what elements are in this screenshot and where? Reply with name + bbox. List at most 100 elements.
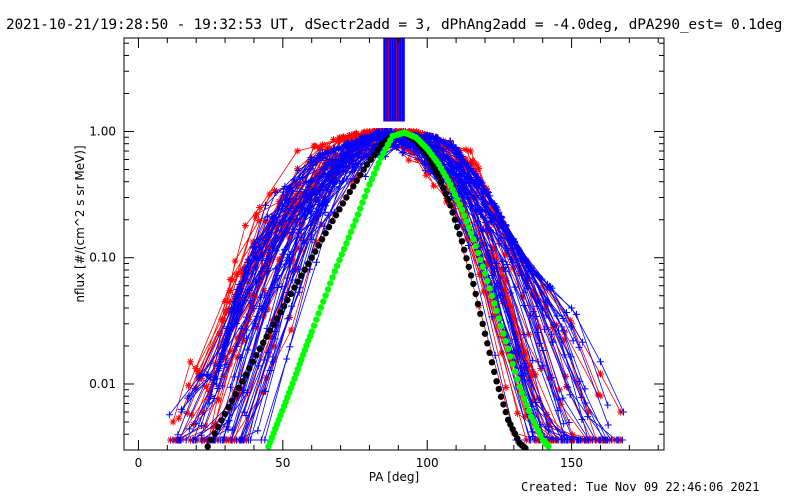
asterisk-marker <box>293 244 301 252</box>
asterisk-marker <box>476 270 484 278</box>
plus-marker <box>569 337 577 345</box>
spectrum-trace <box>223 131 619 441</box>
plus-marker <box>468 175 476 183</box>
fit-dot <box>359 199 366 206</box>
asterisk-marker <box>507 302 515 310</box>
asterisk-marker <box>226 298 234 306</box>
fit-dot <box>368 176 375 183</box>
fit-dot <box>495 385 502 393</box>
fit-dot <box>449 186 456 193</box>
plus-marker <box>361 173 369 181</box>
plus-marker <box>328 162 336 170</box>
asterisk-marker <box>422 171 430 179</box>
plus-marker <box>261 436 269 444</box>
fit-dot <box>343 240 350 247</box>
asterisk-marker <box>562 372 570 380</box>
fit-dot <box>329 274 336 281</box>
plus-marker <box>264 213 272 221</box>
asterisk-marker <box>283 202 291 210</box>
plus-marker <box>518 371 526 379</box>
asterisk-marker <box>511 316 519 324</box>
fit-dot <box>280 303 288 310</box>
fit-dot <box>479 263 486 270</box>
asterisk-marker <box>467 160 475 168</box>
fit-dot <box>456 201 463 208</box>
fit-dot <box>467 272 475 279</box>
plus-marker <box>272 328 280 336</box>
x-axis-label: PA [deg] <box>369 470 419 484</box>
plot-frame <box>123 37 665 451</box>
fit-dot <box>332 212 340 219</box>
asterisk-marker <box>456 146 464 154</box>
plus-marker <box>206 392 214 400</box>
asterisk-marker <box>253 210 261 218</box>
asterisk-marker <box>553 321 561 329</box>
asterisk-marker <box>316 144 324 152</box>
plus-marker <box>192 420 200 428</box>
asterisk-marker <box>484 289 492 297</box>
fit-dot <box>523 401 530 408</box>
plus-marker <box>565 419 573 427</box>
fit-dot <box>360 166 367 173</box>
plus-marker <box>495 291 503 299</box>
asterisk-marker <box>543 410 551 418</box>
asterisk-marker <box>549 324 556 332</box>
asterisk-marker <box>264 305 272 313</box>
fit-dot <box>350 222 357 230</box>
asterisk-marker <box>472 160 480 168</box>
asterisk-marker <box>175 414 183 422</box>
asterisk-marker <box>413 155 421 163</box>
plus-marker <box>604 401 612 409</box>
fit-dot <box>310 322 318 329</box>
fit-dot <box>491 300 498 307</box>
fit-dot <box>481 330 489 337</box>
plus-marker <box>325 177 333 185</box>
asterisk-marker <box>347 131 355 139</box>
asterisk-marker <box>521 364 529 372</box>
plus-marker <box>563 309 571 317</box>
fit-dot <box>447 202 454 209</box>
asterisk-marker <box>221 298 229 306</box>
fit-dot <box>367 156 374 163</box>
plus-marker <box>261 201 269 209</box>
plus-marker <box>567 353 575 361</box>
plus-marker <box>465 242 473 250</box>
fit-dot <box>204 443 211 450</box>
plus-marker <box>493 260 501 268</box>
asterisk-marker <box>259 388 267 396</box>
asterisk-marker <box>557 400 565 408</box>
asterisk-marker <box>467 147 475 155</box>
fit-dot <box>504 345 512 352</box>
asterisk-marker <box>462 155 470 163</box>
asterisk-marker <box>483 259 491 267</box>
asterisk-marker <box>169 418 177 426</box>
fit-dot <box>493 378 500 385</box>
plus-marker <box>255 302 263 310</box>
asterisk-marker <box>336 166 344 174</box>
plus-marker <box>472 191 480 199</box>
asterisk-marker <box>336 134 344 142</box>
plus-marker <box>360 136 368 144</box>
plus-marker <box>251 252 259 260</box>
fit-dot <box>218 417 225 424</box>
fit-dot <box>502 408 509 416</box>
fit-dot <box>315 242 322 249</box>
fit-dot <box>502 338 509 345</box>
fit-dot <box>327 280 334 287</box>
fit-dot <box>497 393 505 400</box>
asterisk-marker <box>473 188 481 196</box>
plus-marker <box>558 323 566 331</box>
plus-marker <box>383 127 391 135</box>
plus-marker <box>549 338 557 346</box>
asterisk-marker <box>241 322 249 330</box>
asterisk-marker <box>529 397 537 405</box>
plus-marker <box>283 185 291 193</box>
fit-dot <box>454 223 461 231</box>
asterisk-marker <box>502 251 510 259</box>
plus-marker <box>336 179 344 187</box>
asterisk-marker <box>469 157 477 165</box>
plus-marker <box>256 275 264 283</box>
plus-marker <box>257 293 265 301</box>
fit-dot <box>331 268 338 275</box>
fit-dot <box>312 248 319 255</box>
